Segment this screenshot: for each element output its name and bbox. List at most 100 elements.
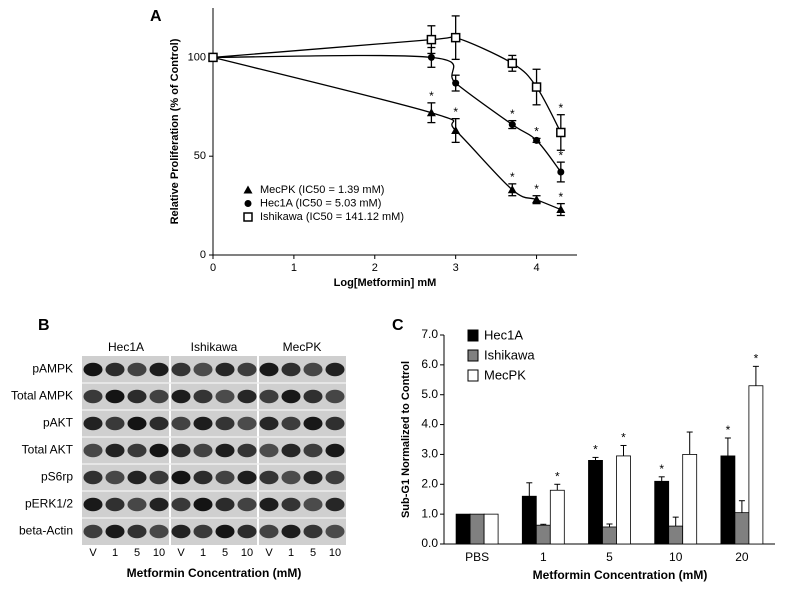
marker-circle — [452, 79, 460, 87]
blot-band — [325, 497, 345, 512]
y-tick-label: 2.0 — [421, 476, 438, 490]
blot-band — [127, 362, 147, 377]
blot-band — [303, 470, 323, 485]
blot-band — [325, 524, 345, 539]
significance-label: * — [558, 190, 563, 204]
blot-band — [259, 416, 279, 431]
significance-label: * — [621, 431, 626, 445]
blot-group-label: Hec1A — [108, 340, 144, 354]
y-tick-label: 1.0 — [421, 506, 438, 520]
blot-band — [105, 362, 125, 377]
x-tick-label: 20 — [735, 550, 749, 564]
blot-band — [149, 470, 169, 485]
y-tick-label: 6.0 — [421, 357, 438, 371]
x-axis-label: Metformin Concentration (mM) — [533, 568, 708, 582]
x-axis-label: Log[Metformin] mM — [334, 277, 437, 289]
blot-band — [127, 470, 147, 485]
blot-band — [303, 362, 323, 377]
blot-band — [237, 524, 257, 539]
blot-row-label: pS6rp — [41, 470, 73, 484]
bar — [602, 526, 617, 545]
bar — [535, 524, 551, 545]
blot-band — [83, 389, 103, 404]
panel-letter: B — [38, 317, 50, 334]
significance-label: * — [726, 423, 731, 437]
blot-row-label: pERK1/2 — [25, 497, 73, 511]
blot-band — [215, 443, 235, 458]
lane-label: V — [89, 547, 97, 559]
bar — [455, 513, 471, 545]
blot-band — [105, 497, 125, 512]
marker-triangle — [556, 205, 566, 214]
blot-band — [303, 389, 323, 404]
significance-label: * — [659, 462, 664, 476]
bar — [654, 480, 670, 545]
blot-band — [215, 497, 235, 512]
blot-band — [105, 443, 125, 458]
blot-band — [171, 389, 191, 404]
blot-x-label: Metformin Concentration (mM) — [127, 566, 302, 580]
blot-band — [259, 443, 279, 458]
x-tick-label: 1 — [540, 550, 547, 564]
y-tick-label: 4.0 — [421, 417, 438, 431]
marker-square — [507, 58, 518, 69]
blot-band — [325, 470, 345, 485]
fit-curve — [212, 35, 562, 133]
y-axis-label: Sub-G1 Normalized to Control — [400, 361, 412, 518]
panel-letter: C — [392, 317, 404, 334]
blot-band — [127, 389, 147, 404]
blot-band — [281, 470, 301, 485]
legend-swatch — [467, 349, 479, 362]
blot-band — [215, 362, 235, 377]
x-tick-label: 10 — [669, 550, 683, 564]
bar — [668, 525, 684, 545]
blot-band — [281, 416, 301, 431]
blot-row-label: beta-Actin — [19, 524, 73, 538]
blot-band — [127, 524, 147, 539]
blot-band — [303, 524, 323, 539]
y-tick-label: 3.0 — [421, 447, 438, 461]
lane-label: 1 — [112, 547, 118, 559]
significance-label: * — [510, 170, 515, 184]
blot-band — [149, 362, 169, 377]
significance-label: * — [510, 107, 515, 121]
blot-band — [193, 497, 213, 512]
x-tick-label: 3 — [453, 262, 459, 274]
marker-square — [426, 34, 437, 45]
y-tick-label: 0.0 — [421, 536, 438, 550]
bar — [720, 455, 736, 545]
blot-band — [237, 362, 257, 377]
significance-label: * — [754, 352, 759, 366]
significance-label: * — [593, 443, 598, 457]
blot-band — [281, 389, 301, 404]
marker-triangle — [507, 185, 517, 194]
blot-band — [193, 362, 213, 377]
blot-band — [325, 416, 345, 431]
blot-band — [149, 416, 169, 431]
legend-label: Hec1A — [484, 327, 523, 342]
blot-band — [303, 497, 323, 512]
legend-marker — [243, 212, 253, 222]
lane-label: 5 — [134, 547, 140, 559]
y-tick-label: 5.0 — [421, 387, 438, 401]
bar — [682, 454, 698, 545]
legend-label: MecPK — [484, 367, 526, 382]
lane-label: 10 — [153, 547, 165, 559]
significance-label: * — [534, 125, 539, 139]
blot-band — [325, 389, 345, 404]
blot-group-label: Ishikawa — [191, 340, 238, 354]
blot-band — [259, 497, 279, 512]
blot-band — [259, 389, 279, 404]
marker-square — [531, 82, 542, 92]
marker-triangle — [451, 126, 461, 135]
blot-band — [237, 470, 257, 485]
blot-band — [171, 416, 191, 431]
blot-row-label: pAMPK — [32, 362, 73, 376]
marker-triangle — [532, 195, 542, 204]
blot-band — [171, 497, 191, 512]
legend-swatch — [467, 369, 479, 382]
blot-band — [83, 362, 103, 377]
blot-band — [83, 443, 103, 458]
blot-group-label: MecPK — [283, 340, 322, 354]
blot-band — [237, 443, 257, 458]
